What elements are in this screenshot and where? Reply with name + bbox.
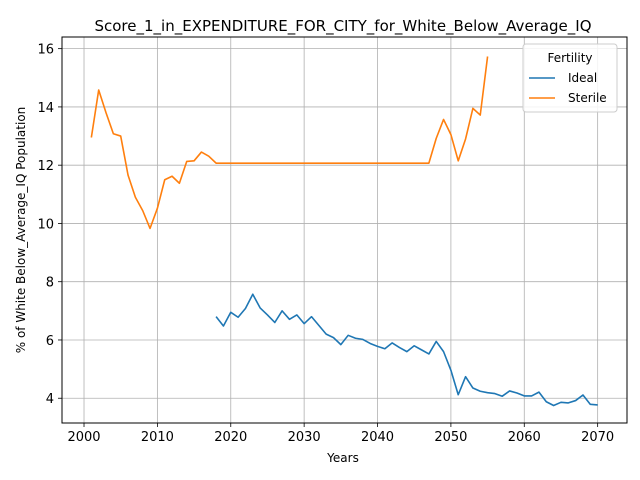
y-axis: 4 6 8 10 12 14 16 bbox=[37, 43, 62, 407]
series-layer bbox=[90, 56, 598, 407]
legend-label-ideal: Ideal bbox=[568, 71, 597, 85]
legend-label-sterile: Sterile bbox=[568, 91, 607, 105]
series-line-ideal bbox=[215, 293, 598, 407]
series-line-sterile bbox=[90, 56, 489, 230]
x-tick-label: 2060 bbox=[508, 430, 541, 445]
y-tick-label: 8 bbox=[46, 276, 54, 291]
y-tick-label: 14 bbox=[37, 101, 54, 116]
chart-title: Score_1_in_EXPENDITURE_FOR_CITY_for_Whit… bbox=[94, 17, 591, 36]
x-tick-label: 2020 bbox=[214, 430, 247, 445]
y-tick-label: 12 bbox=[37, 159, 54, 174]
y-axis-label: % of White Below_Average_IQ Population bbox=[14, 107, 28, 354]
x-tick-label: 2030 bbox=[288, 430, 321, 445]
x-axis-label: Years bbox=[326, 451, 359, 465]
plot-frame bbox=[61, 36, 628, 424]
x-tick-label: 2050 bbox=[434, 430, 467, 445]
x-tick-label: 2000 bbox=[67, 430, 100, 445]
y-tick-label: 16 bbox=[37, 43, 54, 58]
legend-box bbox=[522, 43, 618, 113]
legend: Fertility Ideal Sterile bbox=[522, 43, 618, 113]
y-tick-label: 4 bbox=[46, 392, 54, 407]
y-tick-label: 10 bbox=[37, 217, 54, 232]
legend-title: Fertility bbox=[547, 51, 592, 65]
x-tick-label: 2070 bbox=[581, 430, 614, 445]
y-tick-label: 6 bbox=[46, 334, 54, 349]
x-tick-label: 2040 bbox=[361, 430, 394, 445]
x-axis: 2000 2010 2020 2030 2040 2050 2060 2070 bbox=[67, 423, 614, 445]
x-tick-label: 2010 bbox=[141, 430, 174, 445]
